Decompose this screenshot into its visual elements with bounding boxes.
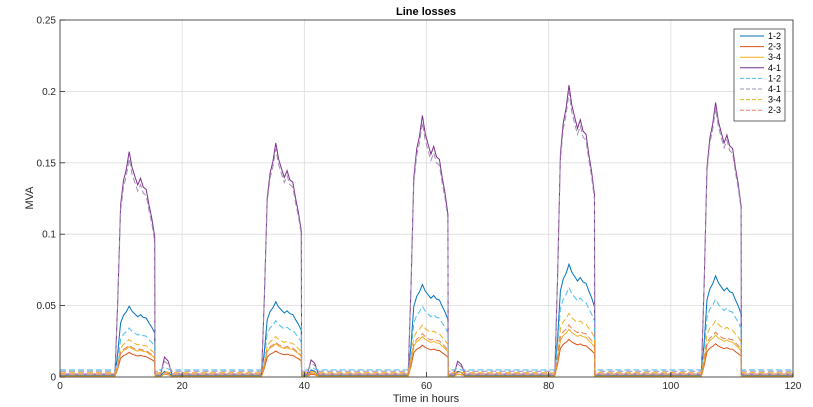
x-tick-label: 40 [299, 381, 311, 392]
legend-label: 2-3 [768, 105, 781, 115]
series-line-8 [60, 324, 793, 375]
x-axis-label: Time in hours [393, 393, 460, 405]
y-tick-label: 0.25 [37, 16, 57, 27]
y-axis-label: MVA [24, 186, 36, 210]
legend-label: 3-4 [768, 95, 781, 105]
legend-label: 4-1 [768, 63, 781, 73]
x-tick-label: 80 [543, 381, 555, 392]
legend-label: 1-2 [768, 73, 781, 83]
y-tick-label: 0.2 [42, 87, 56, 98]
x-tick-label: 20 [177, 381, 189, 392]
x-tick-label: 100 [662, 381, 679, 392]
grid [60, 20, 793, 377]
y-tick-label: 0.1 [42, 230, 56, 241]
x-tick-label: 0 [57, 381, 63, 392]
series-layer [60, 85, 793, 377]
ticks: 0 20 40 60 80 100 120 0 0.05 0.1 0.15 0.2 0.25 [37, 16, 802, 393]
legend-label: 1-2 [768, 31, 781, 41]
x-tick-label: 120 [785, 381, 802, 392]
legend-box [733, 28, 786, 122]
legend-label: 4-1 [768, 84, 781, 94]
legend-label: 3-4 [768, 52, 781, 62]
y-tick-label: 0.15 [37, 158, 57, 169]
chart-title: Line losses [396, 6, 456, 18]
x-tick-label: 60 [421, 381, 433, 392]
series-line-5 [60, 286, 793, 371]
legend: 1-22-33-44-11-24-13-42-3 [733, 28, 786, 122]
y-tick-label: 0 [50, 373, 56, 384]
y-tick-label: 0.05 [37, 301, 57, 312]
legend-label: 2-3 [768, 42, 781, 52]
